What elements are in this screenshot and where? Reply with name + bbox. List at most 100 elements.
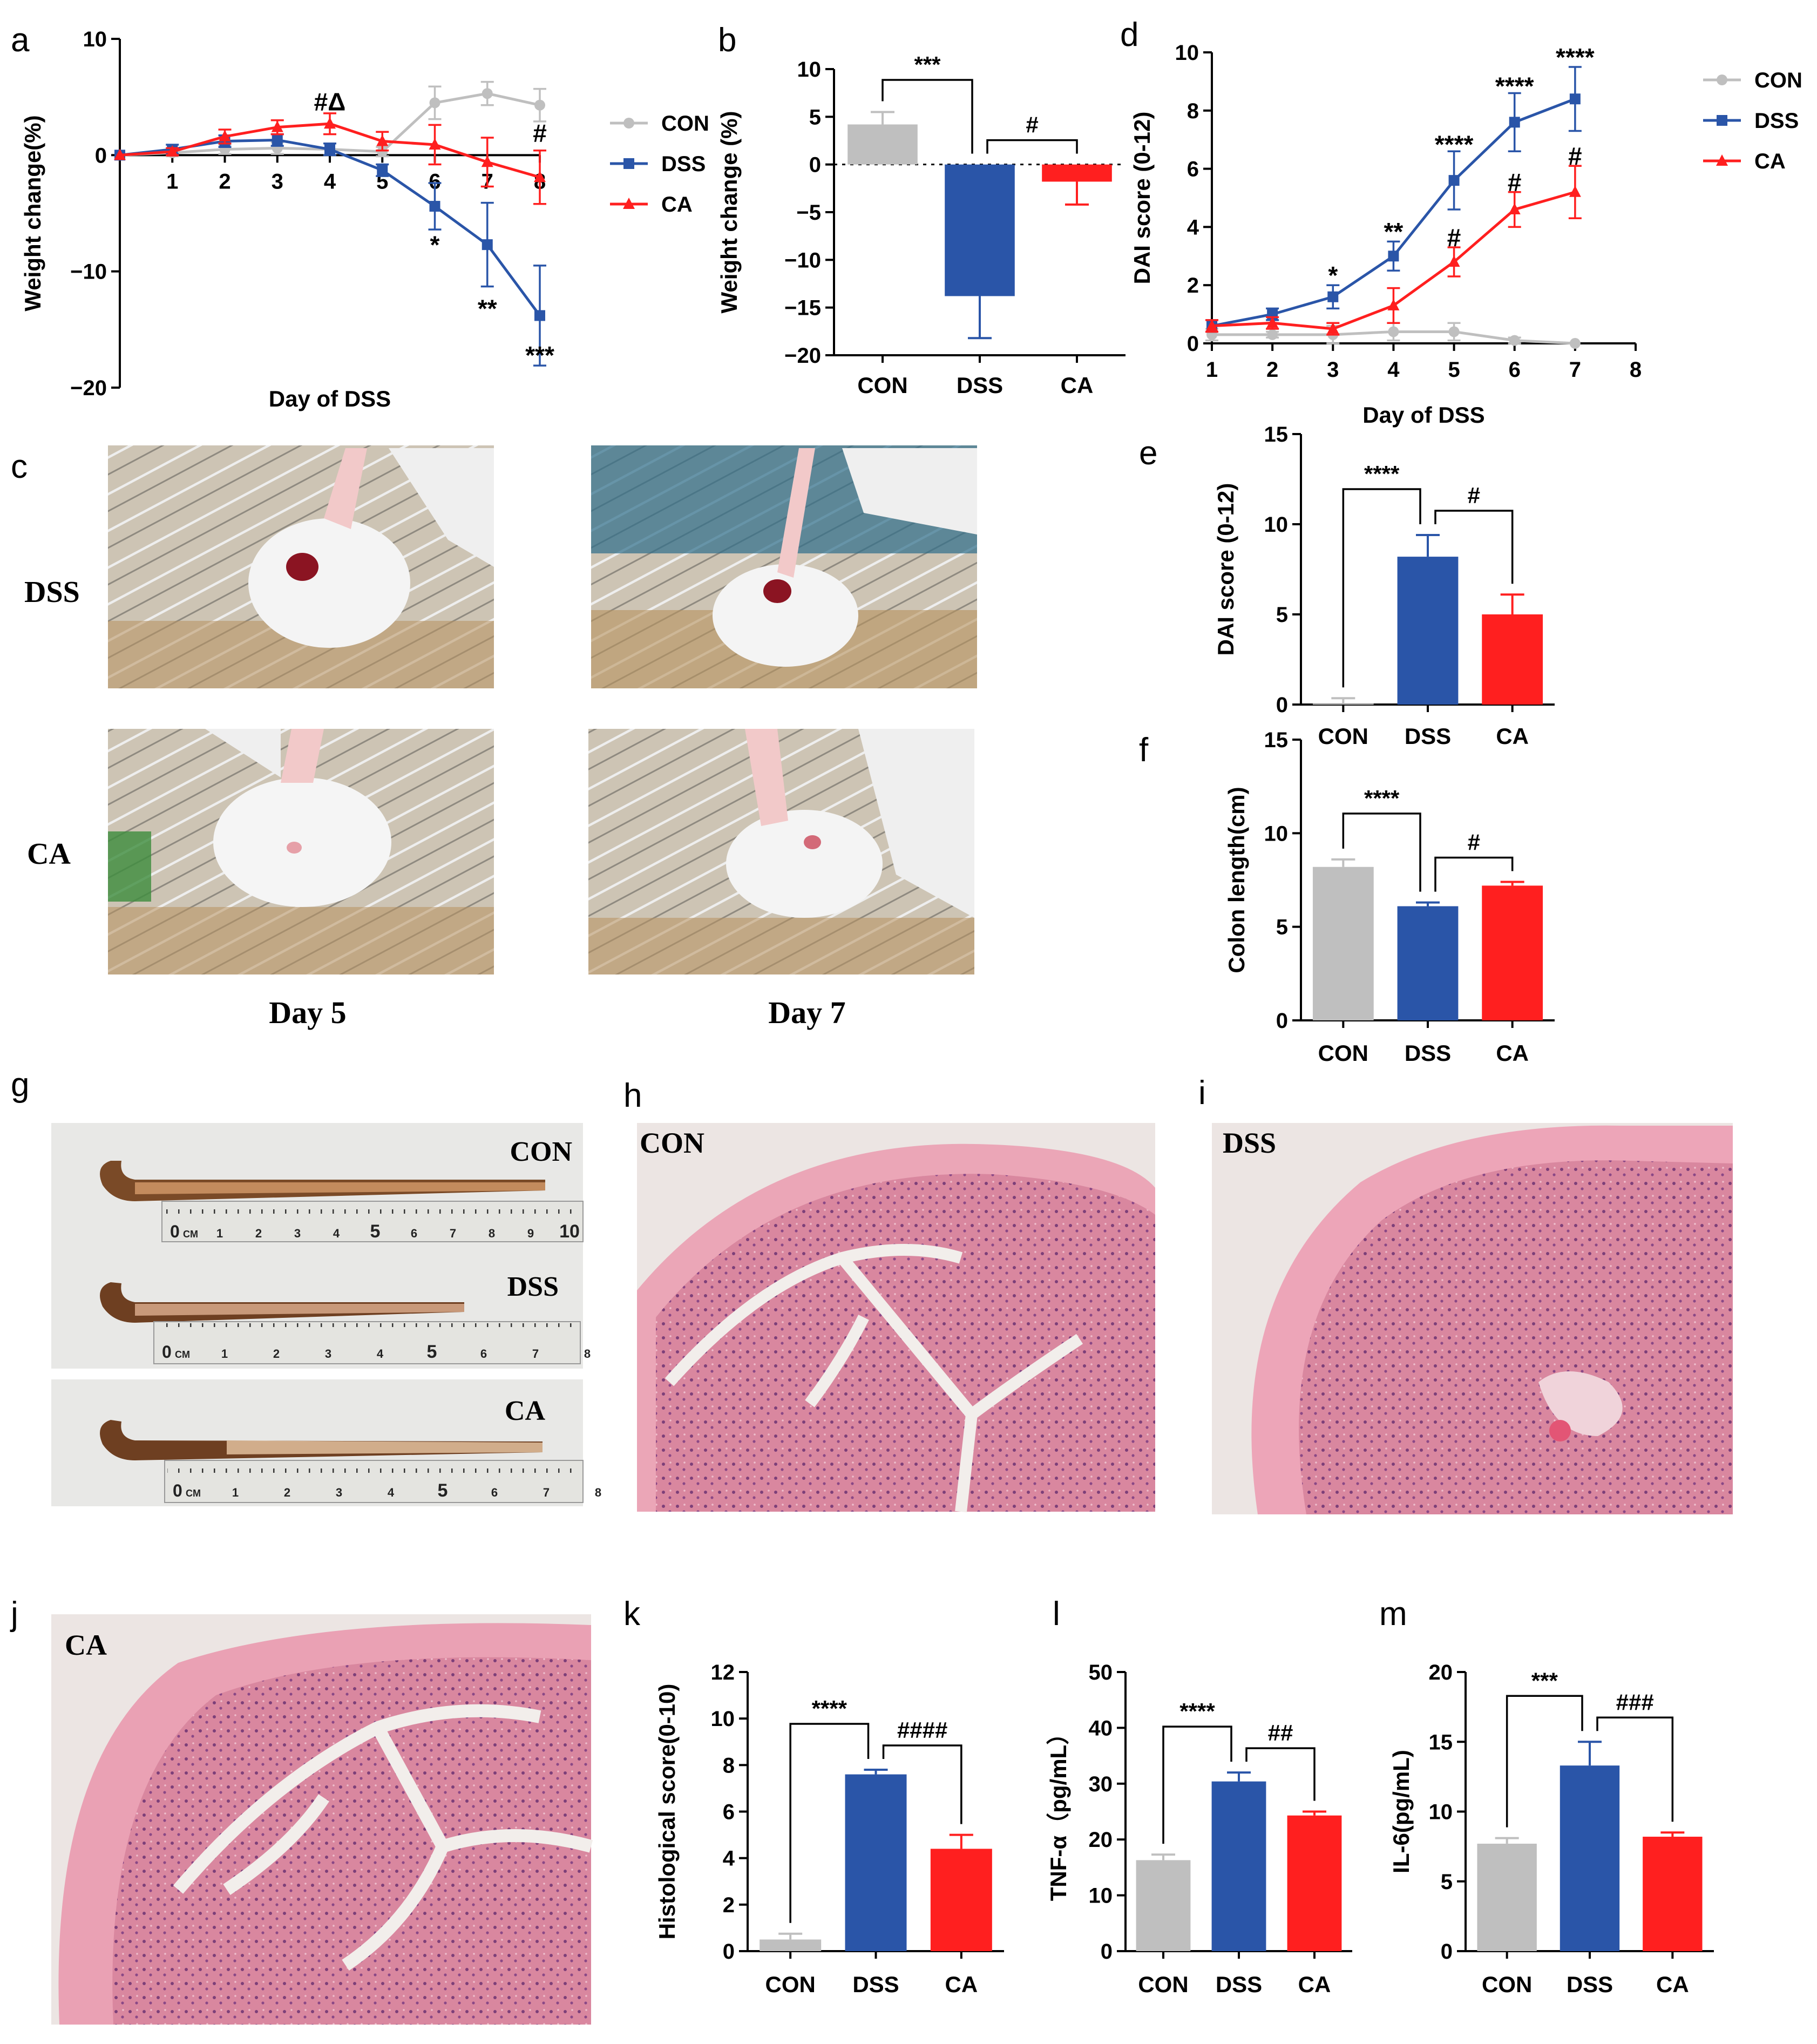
chart-e-dai-bar: 0 5 10 15 DAI score (0-12) CON DSS CA **** # — [1213, 423, 1555, 749]
x-tick-label: 4 — [324, 170, 336, 193]
legend-label-dss: DSS — [661, 152, 706, 176]
mouse-photo-dss-day7 — [591, 445, 977, 688]
colon-photo-ca: CA — [51, 1379, 584, 1506]
ruler-zero: 0 — [173, 1481, 182, 1500]
y-tick-label: 0 — [809, 153, 821, 177]
y-axis-title: Weight change(%) — [20, 115, 45, 311]
point-ca — [481, 155, 493, 167]
point-con — [429, 97, 440, 109]
x-tick-label: CA — [1061, 373, 1094, 398]
point-dss — [272, 134, 283, 146]
significance-label: ## — [1268, 1720, 1293, 1745]
col-label-day5: Day 5 — [269, 995, 346, 1030]
significance-label: **** — [812, 1696, 848, 1721]
y-tick-label: 4 — [1187, 215, 1199, 239]
significance-bracket — [1434, 510, 1514, 584]
significance-annotation: *** — [525, 341, 554, 369]
panel-letter-c: c — [11, 448, 28, 485]
point-dss — [482, 239, 493, 251]
significance-bracket — [1342, 488, 1421, 688]
ruler-number: 2 — [284, 1486, 290, 1499]
y-tick-label: 4 — [723, 1847, 735, 1871]
y-axis-title: Histological score(0-10) — [654, 1684, 680, 1940]
ruler-number: 5 — [427, 1342, 437, 1362]
x-axis-title: Day of DSS — [1362, 402, 1484, 428]
x-tick-label: CA — [1496, 723, 1529, 749]
y-tick-label: 10 — [1429, 1801, 1453, 1824]
significance-label: #### — [897, 1717, 947, 1743]
legend-label-con: CON — [1754, 69, 1802, 92]
point-con — [534, 99, 545, 111]
series-line-dss — [119, 138, 541, 316]
ruler-number: 4 — [377, 1347, 384, 1361]
y-tick-label: 0 — [723, 1940, 735, 1964]
y-tick-label: 0 — [1101, 1940, 1113, 1964]
bar-ca — [1287, 1815, 1342, 1951]
row-label-ca: CA — [27, 837, 71, 871]
bar-dss — [945, 164, 1015, 296]
bar-ca — [1643, 1837, 1703, 1951]
point-ca — [1266, 316, 1279, 328]
y-axis-title: Weight change (%) — [716, 111, 742, 314]
y-tick-label: 12 — [711, 1661, 735, 1684]
y-tick-label: 10 — [797, 58, 822, 82]
ruler-number: 7 — [543, 1486, 550, 1499]
x-tick-label: CON — [1482, 1972, 1532, 1997]
x-tick-label: 5 — [1448, 358, 1460, 382]
point-ca — [219, 130, 231, 141]
ruler-number: 1 — [221, 1347, 228, 1361]
histology-label-ca: CA — [65, 1629, 107, 1661]
panel-c-photos: DSS CA Day 5 Day 7 — [24, 445, 977, 1030]
significance-bracket — [1506, 1695, 1583, 1828]
x-tick-label: CON — [1318, 1040, 1368, 1066]
ruler-number: 3 — [294, 1227, 301, 1240]
y-tick-label: 30 — [1089, 1772, 1113, 1796]
x-tick-label: DSS — [1216, 1972, 1262, 1997]
ruler-unit: CM — [175, 1349, 190, 1360]
point-ca — [166, 145, 179, 157]
point-ca — [271, 120, 283, 132]
significance-bracket — [1596, 1716, 1674, 1822]
ruler-number: 1 — [232, 1486, 239, 1499]
ruler-number: 10 — [559, 1221, 580, 1242]
point-ca — [1387, 299, 1400, 310]
x-tick-label: 2 — [219, 170, 230, 193]
bar-dss — [1211, 1781, 1266, 1951]
y-tick-label: 0 — [1276, 693, 1288, 717]
y-tick-label: 0 — [95, 144, 107, 167]
significance-label: **** — [1364, 786, 1400, 811]
chart-b-weight-change-bar: 10 5 0 −5 −10 −15 −20 Weight change (%) CON DSS CA… — [716, 52, 1126, 398]
mouse-photo-ca-day5 — [108, 729, 494, 974]
panel-letter-f: f — [1139, 732, 1149, 769]
x-tick-label: CON — [857, 373, 907, 398]
chart-m-il6-bar: 0 5 10 15 20 IL-6(pg/mL) CON DSS CA *** ### — [1388, 1661, 1714, 1997]
legend-label-con: CON — [661, 112, 709, 136]
point-ca — [1206, 319, 1218, 331]
point-con — [1267, 329, 1278, 340]
x-tick-label: CA — [945, 1972, 978, 1997]
bar-dss — [1560, 1765, 1620, 1951]
y-tick-label: 0 — [1276, 1009, 1288, 1033]
significance-annotation: * — [1328, 261, 1338, 289]
legend-marker-dss — [1717, 115, 1727, 126]
legend-marker-con — [623, 118, 634, 128]
y-axis-title: DAI score (0-12) — [1129, 112, 1155, 285]
y-tick-label: 10 — [1264, 513, 1289, 537]
significance-annotation: # — [1508, 168, 1522, 197]
mouse-photo-ca-day7 — [588, 729, 974, 974]
x-tick-label: 1 — [166, 170, 178, 193]
panel-letter-m: m — [1379, 1595, 1407, 1633]
y-tick-label: 50 — [1089, 1661, 1113, 1684]
x-tick-label: 4 — [1387, 358, 1400, 382]
y-tick-label: 8 — [723, 1754, 735, 1777]
bar-con — [1312, 867, 1374, 1020]
significance-label: # — [1468, 829, 1480, 855]
y-axis-title: IL-6(pg/mL) — [1388, 1750, 1414, 1873]
point-ca — [376, 134, 389, 146]
significance-annotation: * — [430, 231, 440, 259]
significance-bracket — [1162, 1725, 1232, 1844]
y-tick-label: −20 — [70, 376, 107, 400]
legend-label-ca: CA — [1754, 150, 1786, 173]
